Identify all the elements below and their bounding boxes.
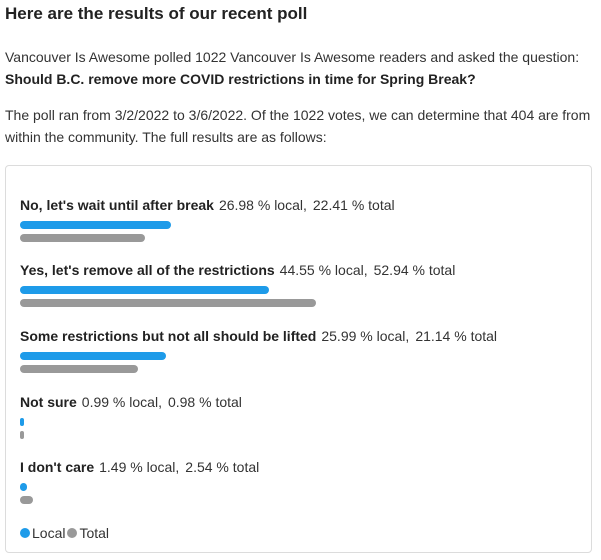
legend-label-local: Local: [32, 525, 66, 541]
total-bar: [20, 431, 24, 439]
local-value-label: 44.55 % local,: [279, 262, 368, 278]
option-label: No, let's wait until after break: [20, 197, 214, 213]
legend-item-local: Local: [20, 524, 65, 542]
legend-label-total: Total: [79, 525, 110, 541]
local-value-label: 0.99 % local,: [81, 394, 162, 410]
poll-option: I don't care 1.49 % local, 2.54 % total: [20, 458, 580, 504]
total-value-label: 21.14 % total: [415, 328, 498, 344]
poll-intro: Vancouver Is Awesome polled 1022 Vancouv…: [5, 46, 595, 90]
local-bar: [20, 352, 166, 360]
local-value-label: 25.99 % local,: [321, 328, 410, 344]
option-label: Some restrictions but not all should be …: [20, 328, 317, 344]
chart-legend: Local Total: [20, 524, 109, 542]
total-value-label: 0.98 % total: [167, 394, 242, 410]
intro-text: Vancouver Is Awesome polled 1022 Vancouv…: [5, 49, 580, 65]
local-bar: [20, 221, 172, 229]
total-value-label: 52.94 % total: [373, 262, 456, 278]
legend-item-total: Total: [67, 524, 109, 542]
option-text-line: I don't care 1.49 % local, 2.54 % total: [20, 458, 580, 476]
total-value-label: 22.41 % total: [312, 197, 395, 213]
legend-dot-total: [67, 528, 78, 538]
total-bar: [20, 365, 139, 373]
option-label: I don't care: [20, 459, 95, 475]
poll-question: Should B.C. remove more COVID restrictio…: [5, 71, 476, 87]
total-bar: [20, 234, 146, 242]
legend-dot-local: [20, 528, 30, 538]
total-bar: [20, 496, 33, 504]
option-text-line: Not sure 0.99 % local, 0.98 % total: [20, 393, 580, 411]
page-heading: Here are the results of our recent poll: [5, 4, 308, 23]
poll-summary: The poll ran from 3/2/2022 to 3/6/2022. …: [5, 107, 591, 145]
local-value-label: 1.49 % local,: [99, 459, 180, 475]
option-text-line: Yes, let's remove all of the restriction…: [20, 261, 580, 279]
poll-option: Some restrictions but not all should be …: [20, 327, 580, 373]
option-label: Not sure: [20, 394, 77, 410]
option-text-line: No, let's wait until after break 26.98 % …: [20, 196, 580, 214]
total-bar: [20, 299, 317, 307]
poll-option: No, let's wait until after break 26.98 % …: [20, 196, 580, 242]
poll-results-card: No, let's wait until after break 26.98 % …: [5, 165, 592, 553]
local-value-label: 26.98 % local,: [218, 197, 307, 213]
local-bar: [20, 286, 270, 294]
poll-option: Yes, let's remove all of the restriction…: [20, 261, 580, 307]
local-bar: [20, 483, 27, 491]
poll-option: Not sure 0.99 % local, 0.98 % total: [20, 393, 580, 439]
option-text-line: Some restrictions but not all should be …: [20, 327, 580, 345]
total-value-label: 2.54 % total: [185, 459, 260, 475]
option-label: Yes, let's remove all of the restriction…: [20, 262, 275, 278]
local-bar: [20, 418, 24, 426]
